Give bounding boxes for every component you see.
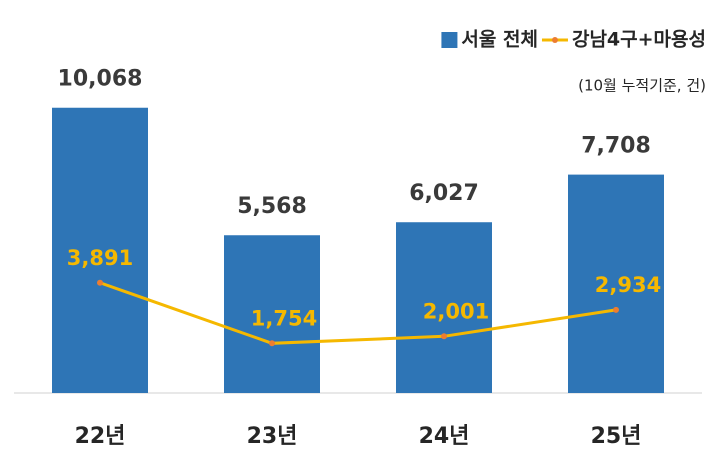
- legend-label: 서울 전체: [461, 29, 538, 51]
- bar-value-label: 10,068: [58, 67, 143, 92]
- line-marker: [269, 340, 275, 347]
- line-value-label: 2,934: [595, 273, 661, 297]
- line-marker: [613, 306, 619, 313]
- legend-marker: [551, 37, 558, 43]
- legend-label: 강남4구+마용성: [572, 29, 706, 51]
- legend-swatch: [441, 32, 458, 48]
- x-tick-label: 23년: [247, 424, 298, 449]
- line-value-label: 2,001: [423, 299, 489, 323]
- bar-value-label: 5,568: [237, 194, 307, 219]
- line-marker: [441, 333, 447, 340]
- bar: [568, 174, 664, 393]
- x-tick-label: 25년: [591, 424, 642, 449]
- bar-value-label: 6,027: [409, 181, 479, 206]
- bar: [52, 107, 148, 394]
- line-marker: [97, 279, 103, 286]
- line-value-label: 3,891: [67, 246, 133, 270]
- bar: [224, 235, 320, 393]
- bar-value-label: 7,708: [581, 134, 651, 159]
- line: [99, 281, 617, 345]
- bar: [396, 222, 492, 393]
- x-tick-label: 24년: [419, 424, 470, 449]
- line-value-label: 1,754: [251, 306, 317, 330]
- chart-subtitle: (10월 누적기준, 건): [578, 77, 706, 95]
- x-tick-label: 22년: [75, 424, 126, 449]
